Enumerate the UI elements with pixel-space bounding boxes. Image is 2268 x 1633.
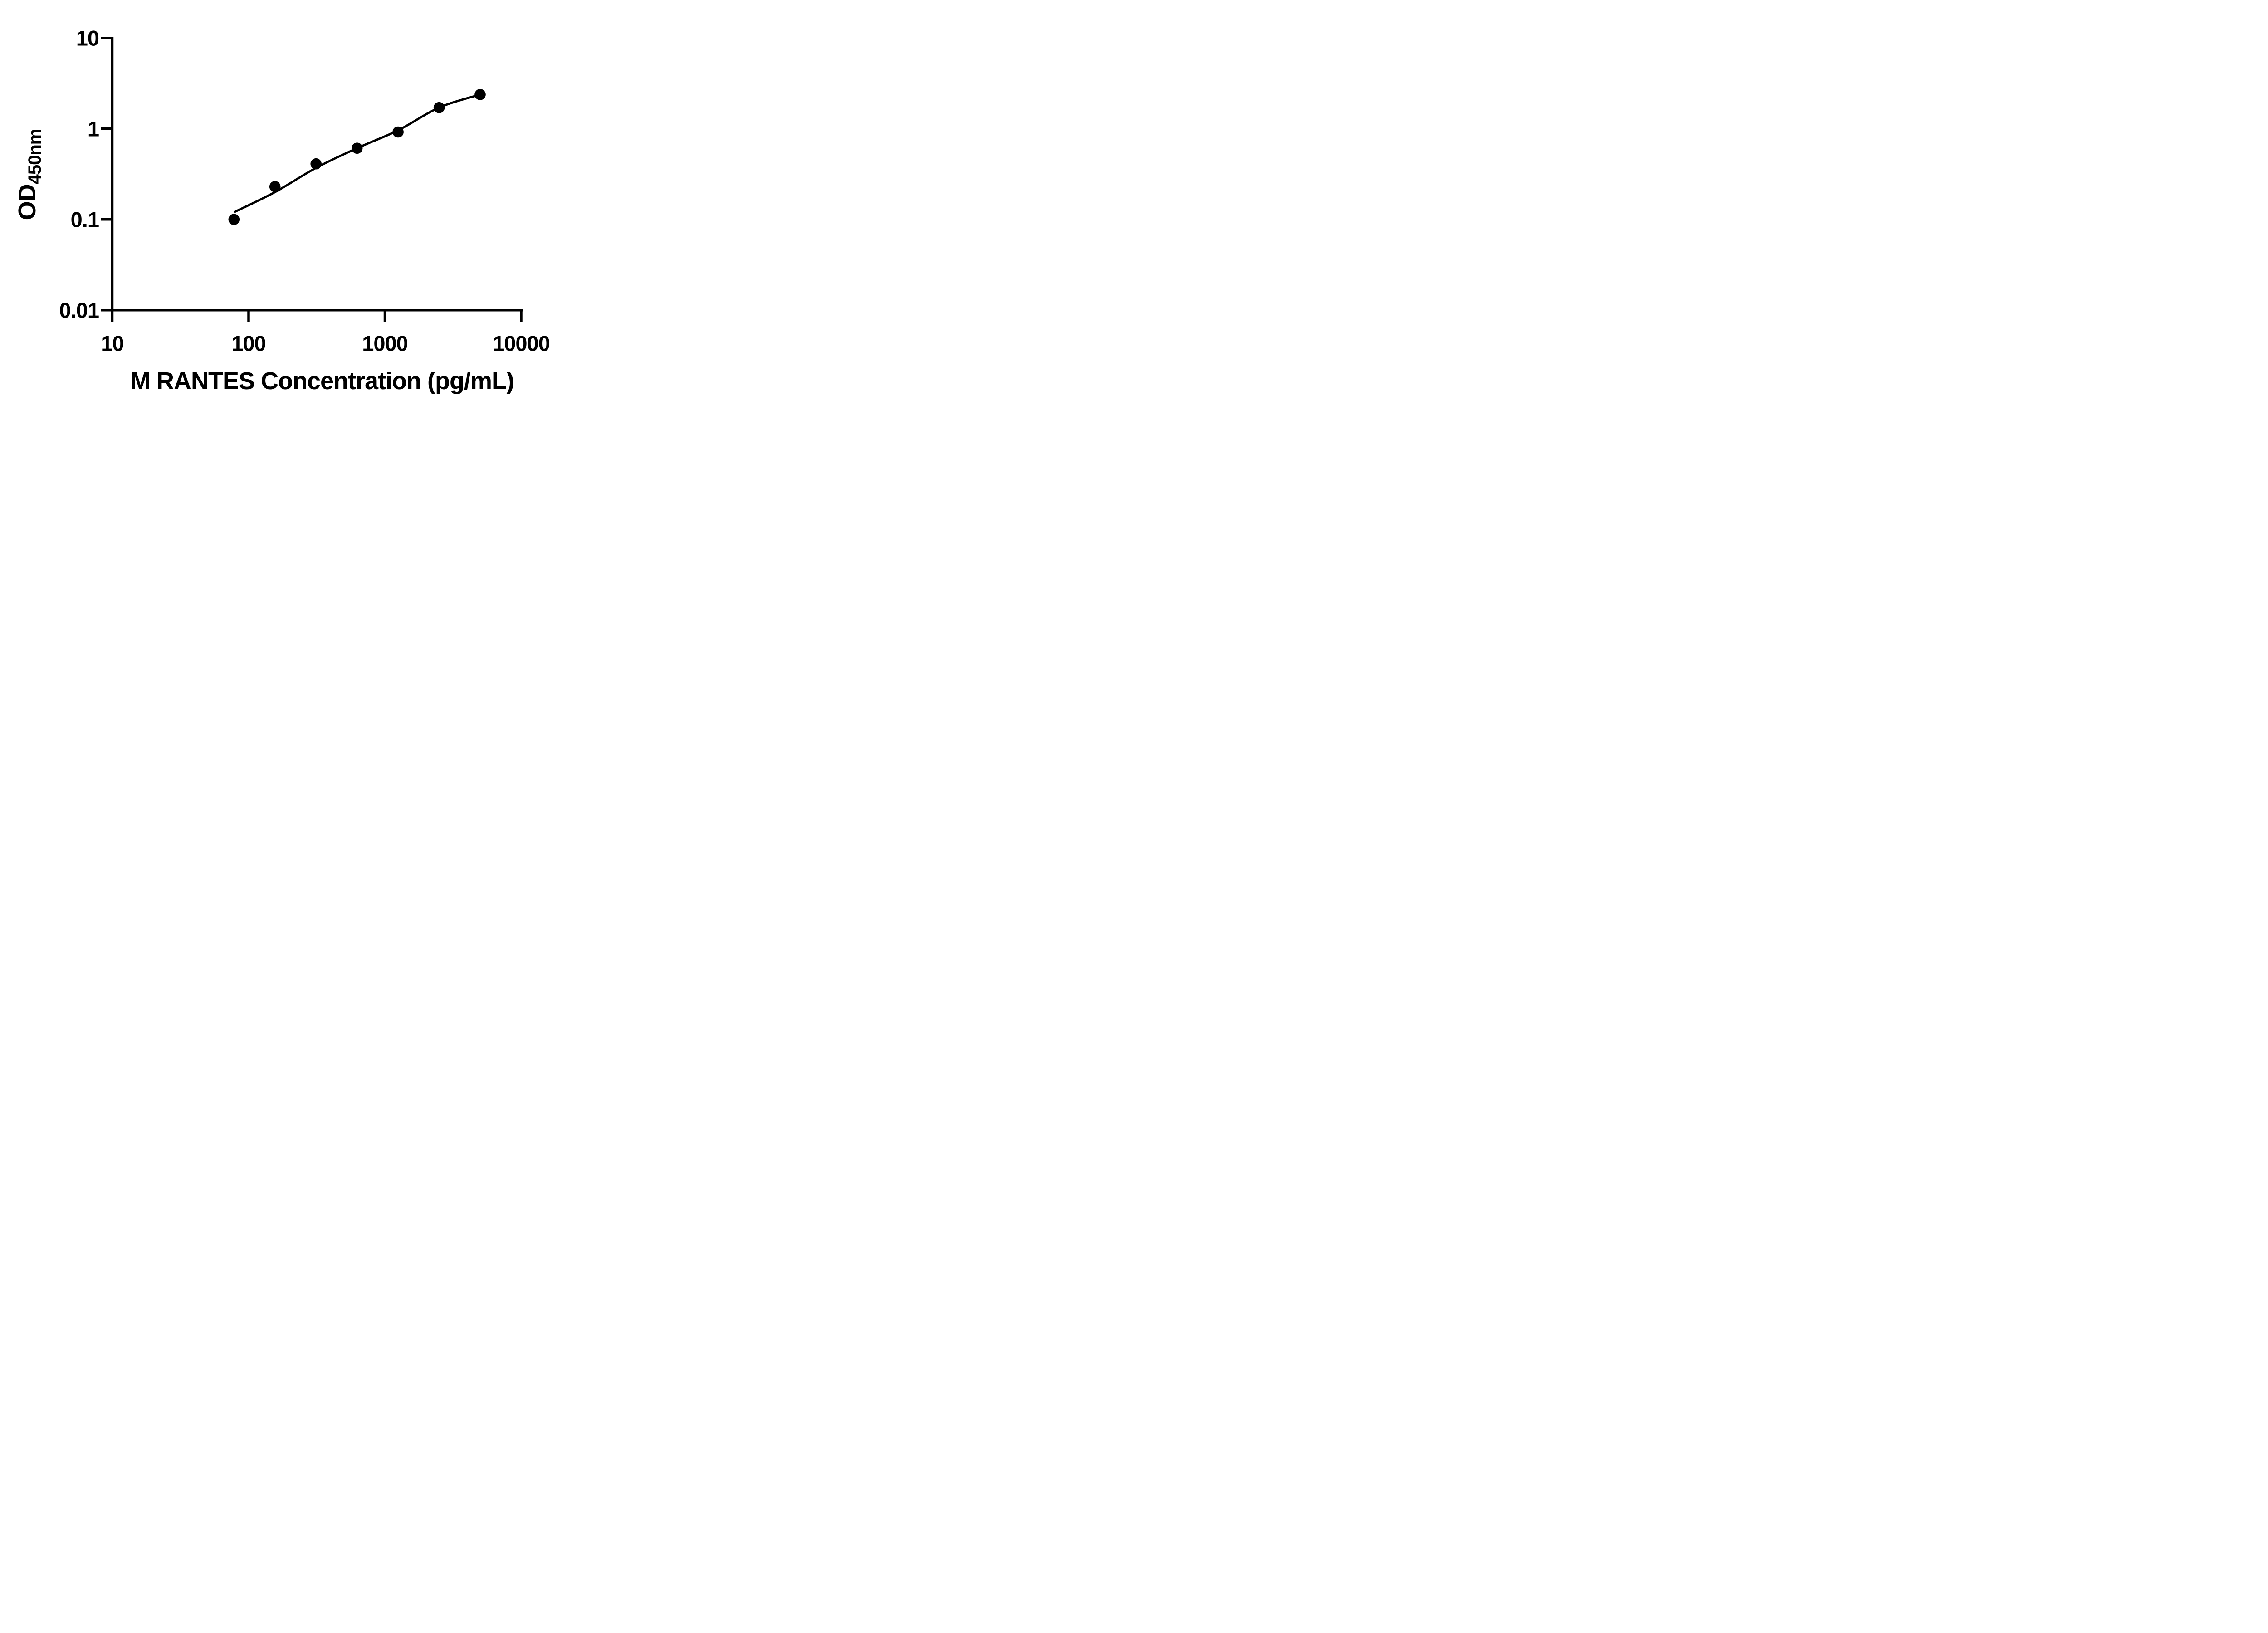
data-point	[228, 214, 240, 225]
data-points-layer	[228, 89, 486, 225]
elisa-standard-curve-figure: 10 1 0.1 0.01 10 100 1000 10000 OD450nm M RANTE…	[0, 0, 583, 408]
y-tick-label: 10	[76, 26, 99, 50]
x-tick-label: 10	[101, 331, 123, 355]
x-axis-title: M RANTES Concentration (pg/mL)	[130, 367, 514, 395]
x-tick-label: 1000	[362, 331, 408, 355]
data-point	[392, 126, 404, 138]
data-point	[269, 181, 281, 192]
x-tick-label: 10000	[493, 331, 550, 355]
x-tick-label: 100	[231, 331, 265, 355]
y-tick-label: 0.1	[71, 207, 99, 231]
data-point	[433, 102, 445, 113]
y-axis-title-main: OD	[14, 184, 41, 220]
y-axis-title: OD450nm	[14, 129, 45, 220]
y-tick-label: 1	[88, 117, 99, 141]
axes	[101, 37, 523, 322]
data-point	[310, 158, 322, 170]
data-point	[351, 142, 363, 154]
data-point	[474, 89, 486, 100]
y-axis-title-subscript: 450nm	[25, 129, 45, 185]
y-tick-label: 0.01	[59, 298, 99, 322]
